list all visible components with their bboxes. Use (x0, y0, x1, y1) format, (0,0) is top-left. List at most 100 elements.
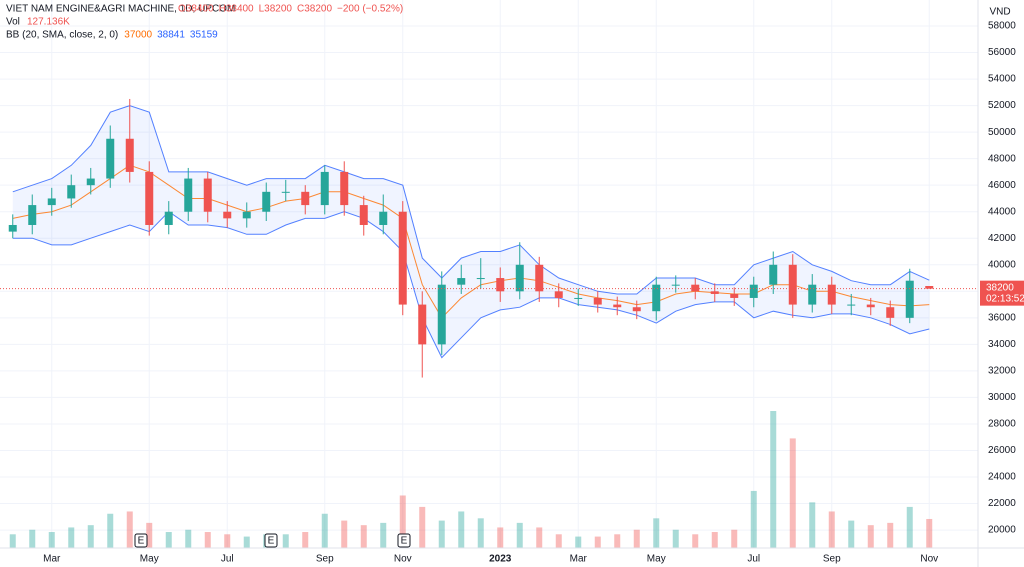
y-tick-label: 40000 (988, 259, 1016, 270)
volume-bar (828, 511, 835, 548)
ohlc-label: C38200 (297, 4, 332, 15)
candle-body (106, 138, 115, 179)
candle-body (769, 264, 778, 285)
volume-bar (848, 520, 855, 548)
candle-body (866, 304, 875, 308)
volume-bar (497, 527, 504, 548)
x-tick-label: Nov (920, 554, 938, 565)
candle-body (730, 293, 739, 298)
ohlc-label: L38200 (259, 4, 293, 15)
bb-line (12, 164, 930, 319)
volume-bar (165, 532, 172, 548)
volume-bar (809, 502, 816, 548)
candle-body (262, 191, 271, 212)
x-tick-label: Sep (316, 554, 334, 565)
volume-label: 127.136K (27, 17, 70, 28)
y-tick-label: 30000 (988, 392, 1016, 403)
candle-body (398, 211, 407, 305)
event-label: E (138, 536, 145, 547)
volume-bar (126, 511, 133, 548)
candle-body (749, 284, 758, 298)
volume-bar (555, 534, 562, 548)
y-tick-label: 28000 (988, 419, 1016, 430)
candle-body (379, 211, 388, 225)
candle-body (593, 297, 602, 305)
candle-body (457, 278, 466, 285)
candle-body (67, 185, 76, 199)
volume-bar (614, 534, 621, 548)
volume-bar (107, 513, 114, 548)
candle-body (827, 284, 836, 305)
volume-bar (243, 536, 250, 548)
y-tick-label: 26000 (988, 445, 1016, 456)
candle-body (691, 284, 700, 292)
volume-bar (224, 534, 231, 548)
x-tick-label: May (140, 554, 159, 565)
volume-bar (653, 518, 660, 548)
candle-body (203, 178, 212, 212)
x-tick-label: Nov (394, 554, 412, 565)
volume-bar (750, 490, 757, 548)
volume-bar (789, 438, 796, 548)
volume-bar (185, 529, 192, 548)
candle-body (223, 211, 232, 219)
candle-body (632, 307, 641, 312)
price-box (980, 280, 1024, 306)
y-tick-label: 32000 (988, 366, 1016, 377)
volume-bar (926, 518, 933, 548)
candle-body (788, 264, 797, 305)
volume-bar (477, 518, 484, 548)
volume-bar (672, 529, 679, 548)
candle-body (340, 171, 349, 206)
candle-body (164, 211, 173, 225)
y-tick-label: 56000 (988, 47, 1016, 58)
y-tick-label: 44000 (988, 206, 1016, 217)
y-tick-label: 58000 (988, 21, 1016, 32)
y-tick-label: 46000 (988, 180, 1016, 191)
candle-body (281, 191, 290, 193)
x-tick-label: Jul (221, 554, 234, 565)
event-marker (134, 533, 148, 548)
candle-body (925, 286, 934, 289)
candle-body (242, 211, 251, 219)
ohlc-label: −200 (−0.52%) (337, 4, 403, 15)
candle-body (496, 278, 505, 292)
volume-bar (146, 522, 153, 548)
y-tick-label: 50000 (988, 127, 1016, 138)
volume-bar (731, 529, 738, 548)
y-tick-label: 52000 (988, 100, 1016, 111)
x-tick-label: May (647, 554, 666, 565)
volume-bar (536, 527, 543, 548)
bb-value: 35159 (190, 30, 218, 41)
y-tick-label: 22000 (988, 498, 1016, 509)
candle-body (671, 284, 680, 286)
volume-bar (380, 522, 387, 548)
candle-body (515, 264, 524, 292)
title: VIET NAM ENGINE&AGRI MACHINE, 1D, UPCOM (6, 4, 235, 15)
bb-title: BB (20, SMA, close, 2, 0) (6, 30, 118, 41)
volume-title: Vol (6, 17, 20, 28)
x-tick-label: 2023 (489, 554, 512, 565)
candle-body (28, 205, 37, 225)
volume-bar (68, 527, 75, 548)
candle-body (613, 304, 622, 308)
event-marker (397, 533, 411, 548)
volume-bar (282, 534, 289, 548)
plot (0, 98, 978, 548)
volume-bar (87, 525, 94, 548)
bb-value: 38841 (157, 30, 185, 41)
candle-body (535, 264, 544, 292)
bb-band (12, 105, 930, 358)
y-tick-label: 20000 (988, 525, 1016, 536)
candle-body (476, 278, 485, 280)
y-tick-label: 34000 (988, 339, 1016, 350)
volume-bar (419, 506, 426, 548)
candle-body (808, 284, 817, 305)
x-tick-label: Mar (43, 554, 61, 565)
volume-bar (770, 411, 777, 548)
volume-bar (204, 532, 211, 548)
volume-bar (438, 520, 445, 548)
volume-bar (575, 536, 582, 548)
candle-body (652, 284, 661, 312)
